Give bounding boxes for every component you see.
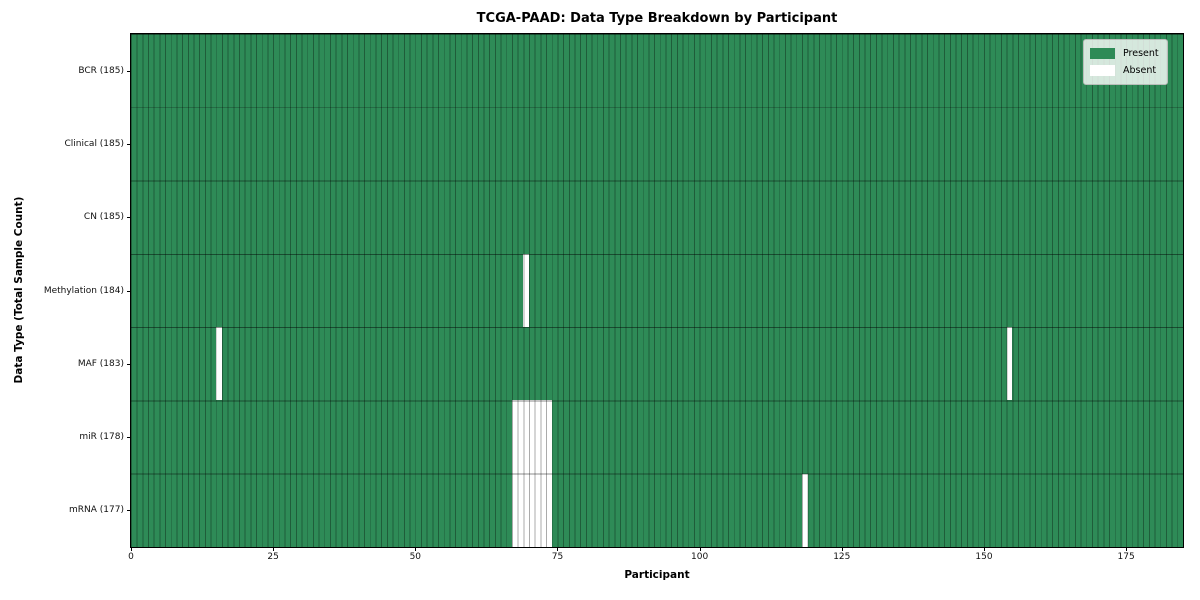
legend-label: Present bbox=[1123, 48, 1159, 59]
x-tick-label: 25 bbox=[267, 552, 279, 562]
x-tick-label: 175 bbox=[1117, 552, 1135, 562]
y-tick-mark bbox=[127, 290, 131, 292]
y-tick-label-methylation: Methylation (184) bbox=[43, 285, 124, 296]
x-tick-mark bbox=[983, 547, 985, 551]
x-tick-label: 125 bbox=[833, 552, 851, 562]
y-tick-mark bbox=[127, 217, 131, 219]
absent-cell bbox=[534, 400, 541, 474]
absent-cell bbox=[529, 400, 535, 474]
absent-cell bbox=[540, 473, 547, 547]
absent-cell bbox=[523, 253, 530, 328]
y-tick-label-mir: miR (178) bbox=[79, 432, 124, 443]
absent-cell bbox=[517, 473, 524, 547]
absent-cell bbox=[523, 473, 530, 547]
y-tick-label-cn: CN (185) bbox=[83, 212, 124, 223]
absent-cell bbox=[529, 473, 535, 547]
absent-cell bbox=[802, 473, 808, 547]
legend-label: Absent bbox=[1123, 65, 1157, 76]
x-tick-label: 75 bbox=[551, 552, 564, 562]
plot-area bbox=[130, 33, 1184, 548]
absent-cell bbox=[1006, 327, 1013, 401]
x-tick-label: 150 bbox=[975, 552, 993, 562]
y-tick-mark bbox=[127, 510, 131, 512]
plot-background bbox=[131, 34, 1183, 547]
y-tick-mark bbox=[127, 437, 131, 439]
legend-swatch-present bbox=[1090, 48, 1115, 59]
x-tick-label: 100 bbox=[691, 552, 709, 562]
legend: Present Absent bbox=[1083, 39, 1168, 85]
absent-cell bbox=[511, 473, 518, 547]
x-tick-mark bbox=[415, 547, 417, 551]
x-tick-mark bbox=[841, 547, 843, 551]
legend-entry-absent: Absent bbox=[1090, 62, 1159, 79]
y-tick-label-maf: MAF (183) bbox=[77, 358, 124, 369]
x-tick-label: 0 bbox=[128, 552, 134, 562]
absent-cell bbox=[540, 400, 547, 474]
x-tick-mark bbox=[557, 547, 559, 551]
y-axis-label: Data Type (Total Sample Count) bbox=[13, 196, 25, 384]
x-tick-label: 50 bbox=[409, 552, 422, 562]
absent-cell bbox=[523, 400, 530, 474]
absent-cell bbox=[511, 400, 518, 474]
y-tick-mark bbox=[127, 70, 131, 72]
y-tick-label-clinical: Clinical (185) bbox=[64, 138, 124, 149]
x-axis-label: Participant bbox=[624, 569, 690, 581]
x-tick-mark bbox=[273, 547, 275, 551]
absent-cell bbox=[216, 327, 222, 401]
absent-cell bbox=[546, 473, 552, 547]
chart-title: TCGA-PAAD: Data Type Breakdown by Partic… bbox=[476, 11, 838, 26]
absent-cell bbox=[546, 400, 552, 474]
y-tick-mark bbox=[127, 143, 131, 145]
absent-cell bbox=[534, 473, 541, 547]
y-tick-mark bbox=[127, 363, 131, 365]
y-tick-label-bcr: BCR (185) bbox=[78, 65, 124, 76]
legend-swatch-absent bbox=[1090, 65, 1115, 76]
absent-cell bbox=[517, 400, 524, 474]
x-tick-mark bbox=[699, 547, 701, 551]
legend-entry-present: Present bbox=[1090, 45, 1159, 62]
x-tick-mark bbox=[131, 547, 132, 551]
y-tick-label-mrna: mRNA (177) bbox=[69, 505, 124, 516]
x-tick-mark bbox=[1126, 547, 1128, 551]
